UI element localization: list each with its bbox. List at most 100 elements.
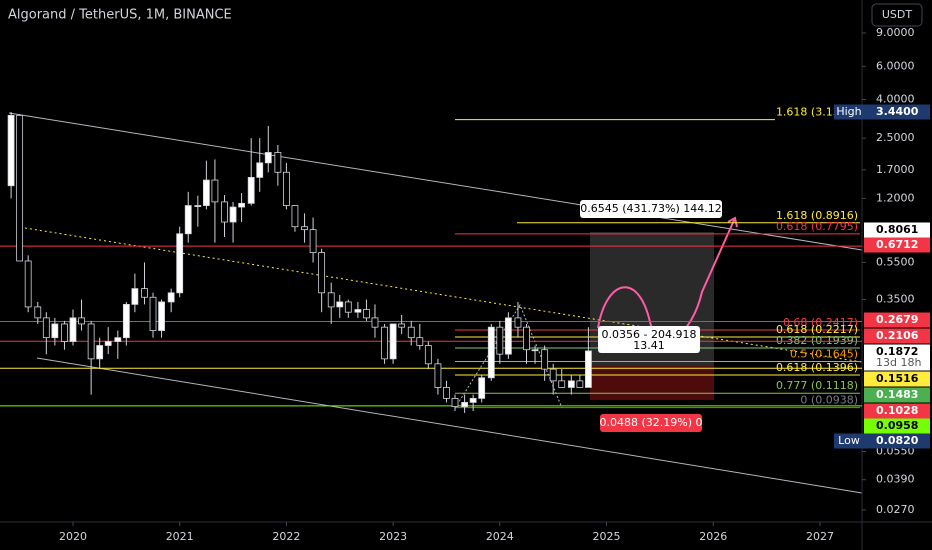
candle-body [202, 179, 210, 206]
candle-body [51, 323, 59, 339]
y-tick-label: 4.0000 [876, 93, 915, 106]
candle-body [344, 301, 352, 313]
candle-body [567, 380, 575, 388]
candle-body [363, 309, 370, 319]
fib-label: 0.382 (0.1939) [776, 334, 858, 347]
candle-body [256, 162, 264, 178]
candle-body [443, 387, 450, 399]
candle-body [221, 201, 228, 223]
candle-body [487, 326, 495, 379]
candle-body [584, 350, 592, 388]
candle-body [424, 345, 432, 365]
candle-body [301, 226, 308, 231]
candle-body [558, 380, 566, 388]
candle-body [34, 306, 42, 319]
candle-body [61, 323, 68, 342]
channel-top [8, 112, 863, 251]
price-tag-label: 0.2106 [876, 329, 919, 342]
annotation-sublabel: 13.41 [633, 339, 665, 352]
candle-body [96, 345, 104, 360]
y-tick-label: 2.5000 [876, 131, 915, 144]
y-tick-label: 9.0000 [876, 26, 915, 39]
y-tick-label: 6.0000 [876, 59, 915, 72]
candle-body [451, 398, 459, 408]
candle-body [336, 301, 344, 308]
candle-body [514, 317, 522, 328]
annotation-label: 0.6545 (431.73%) 144.12 [580, 202, 722, 215]
x-tick-label: 2023 [379, 530, 407, 543]
x-tick-label: 2025 [593, 530, 621, 543]
candle-body [16, 114, 24, 262]
price-tag [864, 387, 930, 403]
price-tag-label: 0.0958 [876, 419, 918, 432]
projection-arrow [727, 216, 738, 228]
tag-name-box [834, 104, 864, 120]
price-tag [864, 328, 930, 344]
candle-body [531, 349, 539, 352]
candle-body [229, 206, 237, 223]
price-tag [864, 433, 930, 449]
candle-body [576, 380, 584, 388]
fib-label: 0.618 (0.1396) [776, 361, 858, 374]
price-tag [864, 222, 930, 238]
candle-body [122, 303, 130, 339]
candle-body [274, 152, 282, 173]
y-tick-label: 0.0270 [876, 503, 915, 516]
annotation-label: 0.0488 (32.19%) 0 [599, 416, 702, 429]
price-tag [864, 371, 930, 387]
candle-body [7, 114, 15, 187]
projection-path [597, 217, 736, 342]
candle-body [309, 229, 317, 254]
annotation-box [598, 326, 700, 353]
x-tick-label: 2021 [166, 530, 194, 543]
symbol-title: Algorand / TetherUS, 1M, BINANCE [8, 8, 232, 23]
candle-body [504, 317, 512, 355]
fib-label: 0.68 (0.2417) [783, 316, 858, 329]
candle-body [371, 317, 379, 328]
price-tag [864, 312, 930, 328]
fib-label: 0.5 (0.1645) [790, 348, 858, 361]
price-tag-label: 3.4400 [876, 105, 919, 118]
candle-body [158, 301, 165, 331]
x-tick-label: 2026 [699, 530, 727, 543]
price-tag-label: 0.1483 [876, 388, 918, 401]
candle-body [398, 323, 406, 328]
candle-body [114, 337, 122, 342]
candle-body [42, 317, 50, 339]
x-tick-label: 2022 [272, 530, 300, 543]
candle-body [318, 252, 326, 294]
currency-button[interactable] [871, 3, 923, 27]
candle-body [194, 205, 202, 207]
candle-body [176, 233, 184, 294]
candle-body [416, 337, 424, 346]
price-tag [864, 104, 930, 120]
candle-body [283, 171, 290, 206]
candle-body [167, 292, 175, 303]
y-tick-label: 0.3500 [876, 293, 915, 306]
candle-body [541, 349, 549, 370]
candle-body [381, 326, 388, 360]
fib-label: 0.618 (0.2217) [776, 323, 858, 336]
y-tick-label: 1.7000 [876, 163, 915, 176]
y-tick-label: 1.2000 [876, 191, 915, 204]
candle-body [496, 326, 504, 355]
annotation-label: 0.0356 - 204.918 [602, 328, 697, 341]
candle-body [523, 326, 530, 351]
zigzag [454, 303, 563, 409]
price-tag-label: 0.6712 [876, 238, 918, 251]
fib-label: 0.618 (0.7795) [776, 220, 858, 233]
price-tag-label: 0.1516 [876, 372, 919, 385]
candle-body [478, 377, 486, 399]
price-tag [864, 403, 930, 419]
candle-body [24, 260, 32, 308]
countdown: 13d 18h [876, 356, 921, 369]
candle-body [291, 205, 299, 228]
tag-name: High [836, 105, 861, 118]
candle-body [104, 341, 112, 346]
x-tick-label: 2027 [806, 530, 834, 543]
currency-label[interactable]: USDT [882, 8, 913, 21]
candle-body [247, 176, 255, 204]
annotation-box [600, 414, 702, 432]
